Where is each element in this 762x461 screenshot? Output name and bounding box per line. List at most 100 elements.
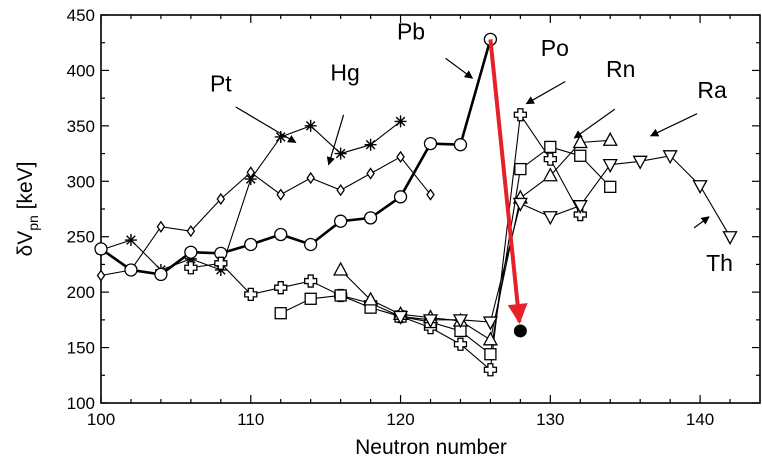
data-point [274, 227, 288, 242]
x-axis-title: Neutron number [355, 436, 507, 459]
data-point [244, 237, 258, 252]
data-point [94, 242, 108, 256]
arrow-th [693, 216, 710, 229]
data-point [574, 149, 587, 162]
x-tick-label: 120 [386, 410, 414, 429]
data-point [572, 200, 588, 215]
data-point [423, 136, 438, 151]
data-point [96, 269, 106, 282]
data-point [602, 131, 618, 146]
data-point [453, 337, 468, 351]
x-tick-label: 130 [536, 410, 564, 429]
data-point [542, 167, 558, 182]
data-point [334, 147, 347, 160]
arrow-po [525, 80, 566, 105]
data-point [393, 190, 408, 204]
data-point [452, 314, 469, 329]
arrow-hg [326, 114, 345, 166]
y-tick-label: 100 [67, 394, 95, 413]
label-th: Th [706, 250, 733, 276]
data-point [484, 348, 497, 361]
data-point [184, 261, 198, 275]
filled-point [513, 324, 527, 338]
data-point [274, 307, 287, 320]
data-point [214, 256, 228, 270]
data-point [304, 237, 318, 252]
data-series [94, 32, 738, 377]
y-axis-ticks: 100 150 200 250 300 350 400 450 [67, 6, 760, 413]
label-hg: Hg [330, 59, 359, 85]
data-point [362, 291, 379, 306]
data-point [124, 263, 138, 277]
data-point [453, 138, 468, 152]
x-tick-label: 110 [237, 410, 264, 429]
data-point [722, 231, 738, 246]
data-point [572, 134, 588, 149]
data-point [274, 130, 287, 143]
data-point [392, 310, 409, 325]
data-point [274, 281, 288, 295]
series-triangle-down [392, 150, 738, 331]
series-pt [95, 115, 407, 276]
series-pb [94, 32, 498, 282]
pb-drop-highlight [488, 39, 528, 338]
y-axis-title: δVpn [keV] [14, 162, 41, 257]
data-point [513, 108, 528, 122]
series-line [340, 139, 611, 341]
data-point [482, 331, 499, 346]
data-point [543, 152, 557, 166]
data-point [512, 197, 528, 212]
y-tick-label: 350 [67, 117, 95, 136]
data-point [333, 214, 348, 228]
label-pt: Pt [210, 70, 232, 96]
data-point [602, 159, 618, 174]
data-point [304, 292, 317, 305]
data-point [662, 150, 678, 165]
data-point [244, 287, 258, 302]
arrow-ra [649, 113, 698, 137]
data-point [216, 192, 226, 206]
data-point [483, 363, 498, 377]
y-tick-label: 250 [67, 228, 95, 247]
data-point [333, 261, 349, 276]
data-point [396, 150, 405, 164]
data-point [214, 263, 227, 276]
data-point [692, 180, 708, 195]
data-point [604, 180, 617, 193]
data-point [304, 274, 318, 288]
data-point [184, 245, 198, 259]
data-point [244, 173, 257, 186]
data-point [276, 188, 286, 201]
data-point [154, 267, 168, 282]
data-point [394, 115, 407, 128]
data-point [363, 211, 378, 225]
data-point [334, 289, 347, 302]
data-point [632, 155, 648, 170]
y-tick-label: 150 [67, 339, 95, 358]
data-point [422, 314, 439, 329]
x-tick-label: 140 [686, 410, 714, 429]
y-tick-label: 450 [67, 6, 95, 25]
arrow-pb [445, 57, 474, 79]
data-point [573, 207, 587, 222]
arrow-pt [235, 106, 297, 144]
data-point [186, 225, 196, 238]
data-point [336, 184, 345, 197]
label-rn: Rn [606, 56, 635, 82]
data-point [482, 316, 499, 331]
y-tick-label: 300 [67, 172, 95, 191]
y-tick-label: 400 [67, 61, 95, 80]
arrow-rn [573, 108, 616, 139]
red-arrow [488, 39, 528, 324]
data-point [364, 138, 377, 151]
x-axis-ticks: 100 110 120 130 140 [87, 15, 731, 429]
label-po: Po [541, 35, 569, 61]
data-point [426, 188, 435, 201]
series-square [274, 140, 617, 361]
label-pb: Pb [397, 18, 425, 44]
data-point [124, 234, 137, 247]
series-line [100, 156, 431, 277]
data-point [544, 140, 557, 154]
plot-frame [100, 14, 761, 404]
data-point [156, 220, 166, 233]
